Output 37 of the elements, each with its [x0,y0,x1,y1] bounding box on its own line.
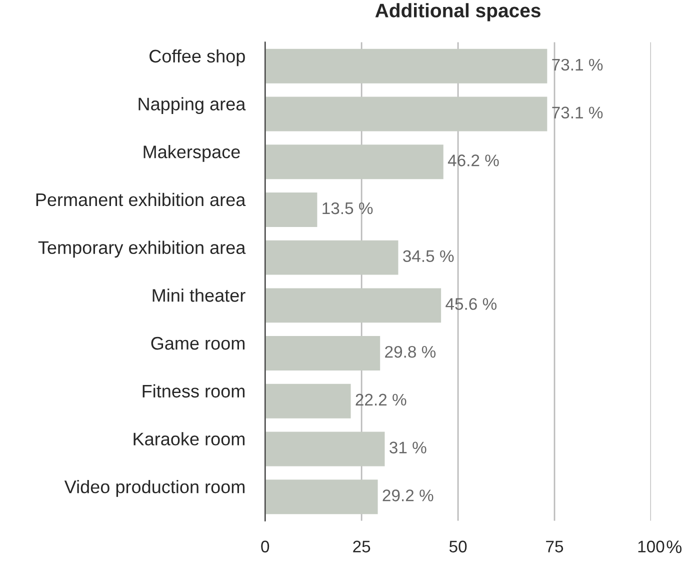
x-tick-label: 100 [638,540,664,552]
x-axis-title: % [666,540,682,554]
bar [265,192,318,227]
data-label: 73.1 % [552,106,603,118]
bar [265,48,548,84]
data-label: 29.8 % [385,346,436,358]
y-tick-label: Coffee shop [150,49,245,66]
data-label: 13.5 % [322,202,373,214]
data-label: 34.5 % [403,250,454,262]
y-tick-label: Game room [151,336,244,350]
y-tick-label: Napping area [138,97,246,114]
y-tick-label: Video production room [64,480,244,497]
chart-title: Additional spaces [375,3,540,22]
bar [265,96,548,132]
bar [265,384,351,418]
bar [265,240,398,275]
x-tick-label: 50 [449,540,467,552]
bar [265,288,442,323]
data-label: 45.6 % [446,298,497,310]
y-tick-label: Temporary exhibition area [38,240,246,258]
bar [265,336,380,371]
data-label: 73.1 % [552,58,603,71]
y-tick-label: Mini theater [152,288,246,302]
y-tick-label: Permanent exhibition area [36,192,246,206]
y-tick-label: Makerspace [144,145,240,162]
data-label: 29.2 % [382,490,434,502]
x-tick-label: 25 [353,540,370,552]
bar [265,432,385,466]
y-tick-label: Karaoke room [134,432,244,446]
x-tick-label: 75 [546,540,564,552]
data-label: 46.2 % [448,154,499,166]
x-tick-label: 0 [261,540,270,552]
y-tick-label: Fitness room [142,384,244,398]
data-label: 31 % [390,442,426,454]
bar [265,480,378,514]
data-label: 22.2 % [356,394,406,406]
bar [265,144,444,180]
